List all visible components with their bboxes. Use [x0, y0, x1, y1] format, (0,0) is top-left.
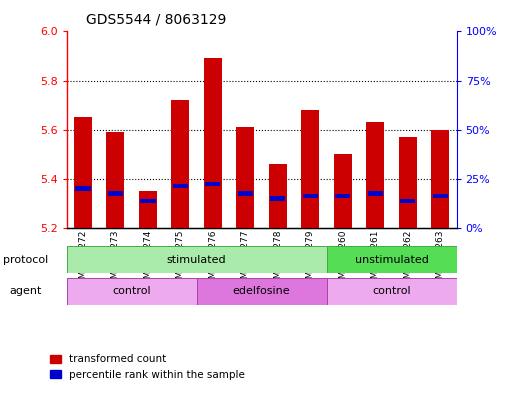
FancyBboxPatch shape	[67, 246, 327, 273]
Bar	[302, 110, 319, 228]
FancyBboxPatch shape	[327, 246, 457, 273]
Bar	[399, 137, 417, 228]
Text: GDS5544 / 8063129: GDS5544 / 8063129	[86, 12, 227, 26]
Text: agent: agent	[9, 286, 42, 296]
Bar	[205, 182, 221, 186]
Bar	[366, 122, 384, 228]
Bar	[107, 132, 124, 228]
Text: protocol: protocol	[3, 255, 48, 265]
Text: stimulated: stimulated	[167, 255, 226, 265]
Legend: transformed count, percentile rank within the sample: transformed count, percentile rank withi…	[46, 350, 249, 384]
Bar	[173, 184, 188, 188]
Bar	[400, 199, 416, 203]
Text: control: control	[372, 286, 411, 296]
Text: control: control	[112, 286, 151, 296]
Bar	[236, 127, 254, 228]
Bar	[336, 194, 350, 198]
Bar	[171, 100, 189, 228]
Text: unstimulated: unstimulated	[354, 255, 428, 265]
Bar	[431, 130, 449, 228]
Text: edelfosine: edelfosine	[233, 286, 290, 296]
FancyBboxPatch shape	[196, 278, 327, 305]
Bar	[74, 118, 92, 228]
Bar	[270, 196, 285, 201]
Bar	[139, 191, 157, 228]
FancyBboxPatch shape	[327, 278, 457, 305]
Bar	[303, 194, 318, 198]
Bar	[269, 164, 287, 228]
Bar	[75, 186, 90, 191]
Bar	[204, 59, 222, 228]
FancyBboxPatch shape	[67, 278, 196, 305]
Bar	[334, 154, 352, 228]
Bar	[141, 199, 155, 203]
Bar	[108, 191, 123, 196]
Bar	[368, 191, 383, 196]
Bar	[433, 194, 448, 198]
Bar	[238, 191, 253, 196]
